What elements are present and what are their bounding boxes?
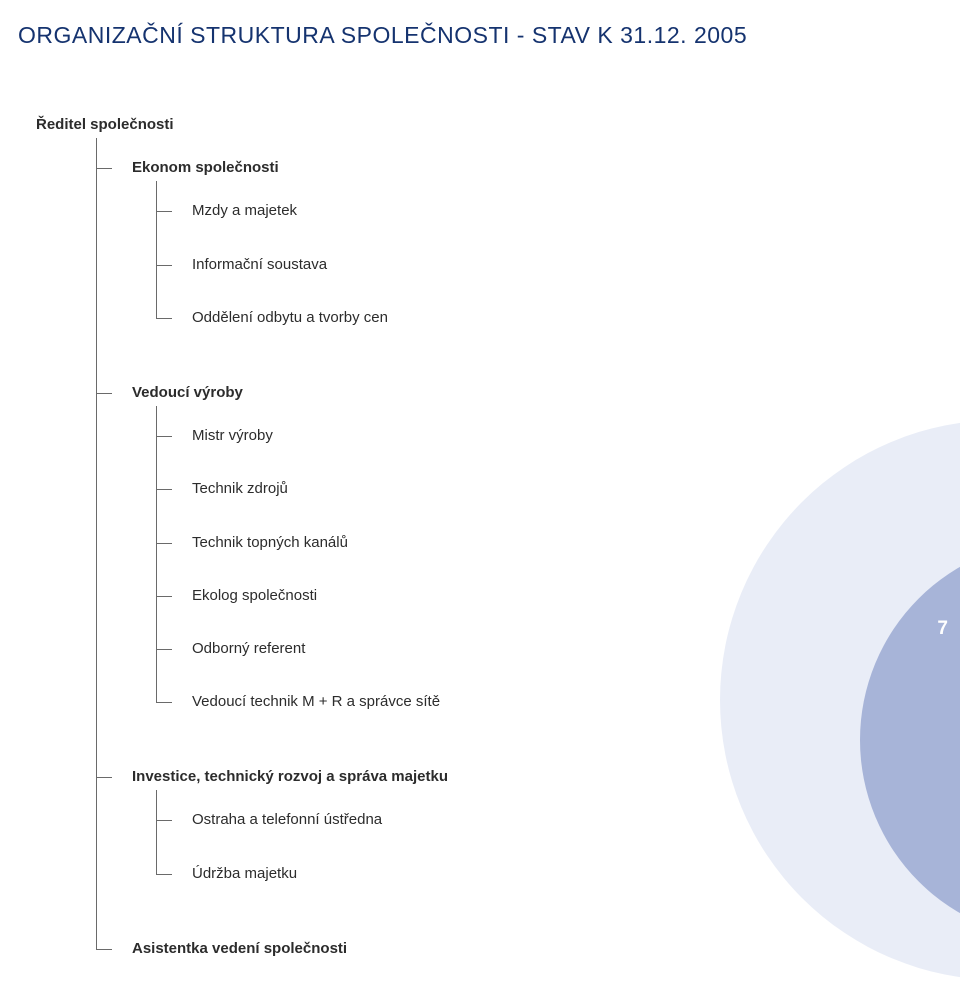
org-node-row: Informační soustava [156,241,942,278]
org-node: Údržba majetku [156,850,942,887]
org-node-label: Technik topných kanálů [192,534,348,552]
org-node: Ředitel společnosti Ekonom společnosti Mzd… [36,101,942,964]
org-node-label: Mzdy a majetek [192,202,297,220]
org-node: Mzdy a majetek [156,187,942,224]
org-node-label: Informační soustava [192,256,327,274]
org-node: Technik zdrojů [156,465,942,502]
org-node-label: Odborný referent [192,640,305,658]
org-node-row: Asistentka vedení společnosti [96,925,942,962]
org-tree: Ředitel společnosti Ekonom společnosti Mzd… [36,101,942,964]
org-node-row: Technik topných kanálů [156,519,942,556]
org-node-label: Asistentka vedení společnosti [132,940,347,958]
org-node-row: Vedoucí technik M + R a správce sítě [156,678,942,715]
org-node: Technik topných kanálů [156,519,942,556]
org-node: Mistr výroby [156,412,942,449]
org-children: Ekonom společnosti Mzdy a majetek Informač… [96,138,942,964]
page-content: ORGANIZAČNÍ STRUKTURA SPOLEČNOSTI - STAV… [0,0,960,986]
org-node: Informační soustava [156,241,942,278]
org-node-row: Technik zdrojů [156,465,942,502]
org-node: Odborný referent [156,625,942,662]
page-title: ORGANIZAČNÍ STRUKTURA SPOLEČNOSTI - STAV… [18,22,942,49]
org-node: Vedoucí výroby Mistr výroby Technik zdrojů… [96,369,942,717]
org-node-row: Ekolog společnosti [156,572,942,609]
org-node: Oddělení odbytu a tvorby cen [156,294,942,331]
org-children: Ostraha a telefonní ústředna Údržba majet… [156,790,942,888]
org-node: Investice, technický rozvoj a správa maj… [96,753,942,889]
org-node-row: Ekonom společnosti [96,144,942,181]
org-node-label: Vedoucí technik M + R a správce sítě [192,693,440,711]
org-node: Vedoucí technik M + R a správce sítě [156,678,942,715]
org-node-row: Oddělení odbytu a tvorby cen [156,294,942,331]
org-node: Ostraha a telefonní ústředna [156,796,942,833]
org-node-row: Mistr výroby [156,412,942,449]
org-node-label: Vedoucí výroby [132,384,243,402]
org-node-label: Ostraha a telefonní ústředna [192,811,382,829]
org-node-label: Mistr výroby [192,427,273,445]
org-node-row: Ostraha a telefonní ústředna [156,796,942,833]
page-number: 7 [937,618,948,640]
org-node-row: Odborný referent [156,625,942,662]
org-node-row: Ředitel společnosti [36,101,942,138]
org-node: Ekonom společnosti Mzdy a majetek Informač… [96,144,942,333]
org-node-label: Údržba majetku [192,865,297,883]
org-node-row: Mzdy a majetek [156,187,942,224]
org-node-label: Technik zdrojů [192,480,288,498]
org-node: Ekolog společnosti [156,572,942,609]
org-node-label: Ekolog společnosti [192,587,317,605]
org-node-row: Údržba majetku [156,850,942,887]
org-children: Mzdy a majetek Informační soustava Oddělen… [156,181,942,333]
org-node-label: Investice, technický rozvoj a správa maj… [132,768,448,786]
org-node-row: Vedoucí výroby [96,369,942,406]
org-node-row: Investice, technický rozvoj a správa maj… [96,753,942,790]
org-node-label: Oddělení odbytu a tvorby cen [192,309,388,327]
org-children: Mistr výroby Technik zdrojů Technik topnýc… [156,406,942,717]
org-node: Asistentka vedení společnosti [96,925,942,962]
org-node-label: Ředitel společnosti [36,116,174,134]
org-node-label: Ekonom společnosti [132,159,279,177]
